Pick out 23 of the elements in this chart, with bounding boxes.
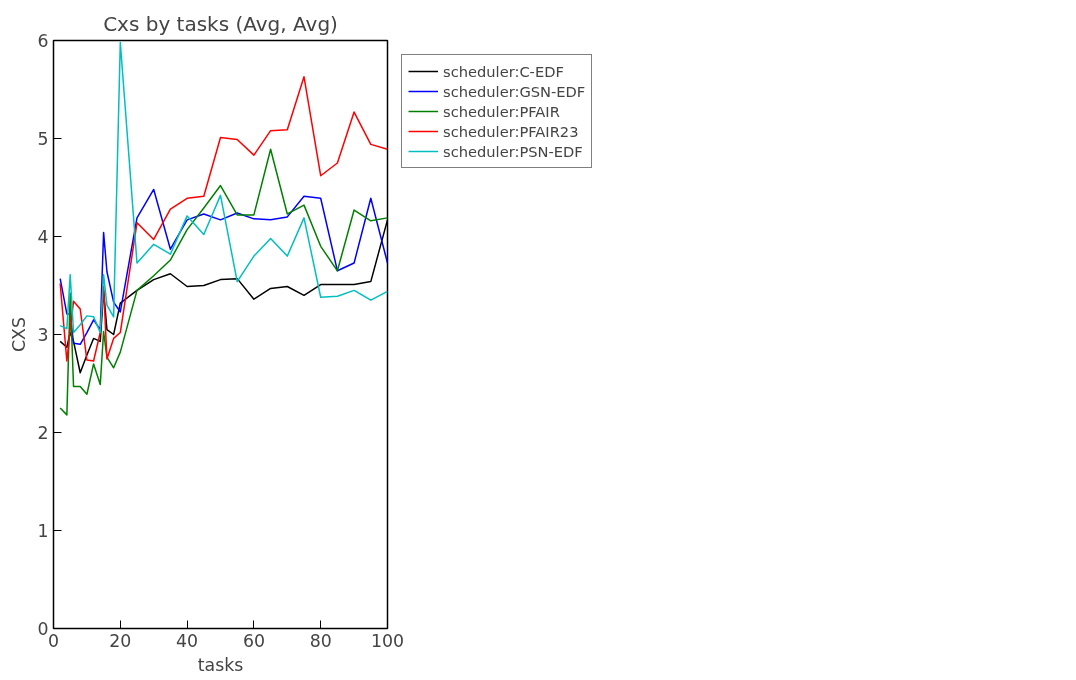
line-series [59, 148, 388, 416]
legend-label: scheduler:C-EDF [443, 62, 564, 80]
x-tick-label: 40 [176, 630, 199, 651]
chart-title: Cxs by tasks (Avg, Avg) [103, 11, 338, 36]
legend-label: scheduler:PFAIR23 [443, 122, 579, 140]
y-tick-label: 3 [37, 325, 49, 345]
x-tick-label: 100 [370, 630, 405, 651]
x-tick-label: 80 [309, 630, 332, 651]
y-tick-label: 2 [37, 423, 49, 443]
x-tick-label: 60 [242, 630, 265, 651]
y-tick-label: 5 [37, 129, 49, 149]
y-tick-label: 1 [37, 521, 49, 541]
y-axis-title: CXS [9, 317, 30, 352]
y-tick-label: 4 [37, 227, 49, 247]
x-axis-title: tasks [197, 654, 244, 675]
y-tick-label: 6 [37, 31, 49, 51]
line-series [59, 188, 388, 346]
x-tick-label: 20 [109, 630, 132, 651]
line-series [59, 41, 388, 334]
legend-label: scheduler:GSN-EDF [443, 82, 586, 100]
legend-label: scheduler:PSN-EDF [443, 142, 583, 160]
legend-label: scheduler:PFAIR [443, 102, 560, 120]
line-series [59, 76, 388, 362]
